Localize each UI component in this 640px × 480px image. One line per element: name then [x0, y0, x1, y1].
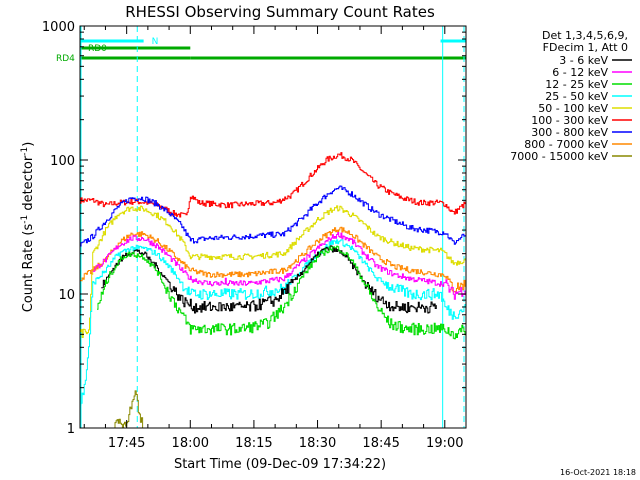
y-label-sup-1: -1 [20, 215, 30, 224]
y-tick-label: 10 [58, 288, 75, 303]
legend-entry-label: 100 - 300 keV [531, 114, 608, 127]
flag-label-n: N [152, 37, 159, 47]
y-label-part-1: Count Rate (s [21, 224, 36, 313]
footer-timestamp: 16-Oct-2021 18:18 [560, 468, 636, 477]
series-layer [80, 152, 467, 429]
flags-layer: N RD0 RD4 [56, 37, 466, 64]
legend-entry-label: 12 - 25 keV [545, 78, 608, 91]
legend-entry-label: 25 - 50 keV [545, 90, 608, 103]
x-tick-label: 18:30 [299, 436, 336, 451]
chart-title: RHESSI Observing Summary Count Rates [125, 3, 435, 21]
x-tick-label: 18:00 [172, 436, 209, 451]
series-line-6 [101, 245, 437, 314]
series-line-8 [113, 390, 144, 429]
legend-entry-label: 3 - 6 keV [559, 54, 608, 67]
series-line-2 [80, 205, 467, 338]
x-tick-label: 18:15 [235, 436, 272, 451]
x-axis: 17:45 18:00 18:15 18:30 18:45 19:00 [83, 26, 464, 451]
legend-header-line: FDecim 1, Att 0 [543, 41, 628, 54]
y-axis: 1 10 100 1000 [42, 20, 466, 437]
x-axis-label: Start Time (09-Dec-09 17:34:22) [174, 457, 386, 472]
series-line-5 [80, 239, 467, 406]
legend-entry-label: 800 - 7000 keV [524, 138, 608, 151]
flag-label-rd4: RD4 [56, 54, 75, 64]
series-line-1 [80, 185, 467, 247]
y-label-part-3: ) [21, 142, 36, 147]
legend-entry-label: 6 - 12 keV [552, 66, 608, 79]
series-line-7 [97, 245, 467, 340]
y-tick-label: 1 [67, 422, 75, 437]
legend-entry-label: 300 - 800 keV [531, 126, 608, 139]
y-label-sup-2: -1 [20, 147, 30, 156]
y-axis-label: Count Rate (s-1 detector-1) [20, 142, 36, 313]
flag-label-rd0: RD0 [88, 44, 107, 54]
x-tick-label: 19:00 [426, 436, 463, 451]
x-tick-label: 17:45 [108, 436, 145, 451]
plot-frame [79, 25, 467, 429]
y-tick-label: 1000 [42, 20, 75, 35]
x-tick-label: 18:45 [362, 436, 399, 451]
y-label-part-2: detector [21, 155, 36, 215]
series-line-3 [80, 226, 467, 293]
legend: Det 1,3,4,5,6,9,FDecim 1, Att 03 - 6 keV… [510, 29, 632, 163]
legend-entry-label: 50 - 100 keV [538, 102, 608, 115]
markers-layer [80, 26, 465, 428]
series-line-4 [92, 232, 467, 300]
legend-entry-label: 7000 - 15000 keV [510, 150, 608, 163]
y-tick-label: 100 [50, 154, 75, 169]
legend-header-line: Det 1,3,4,5,6,9, [542, 29, 628, 42]
